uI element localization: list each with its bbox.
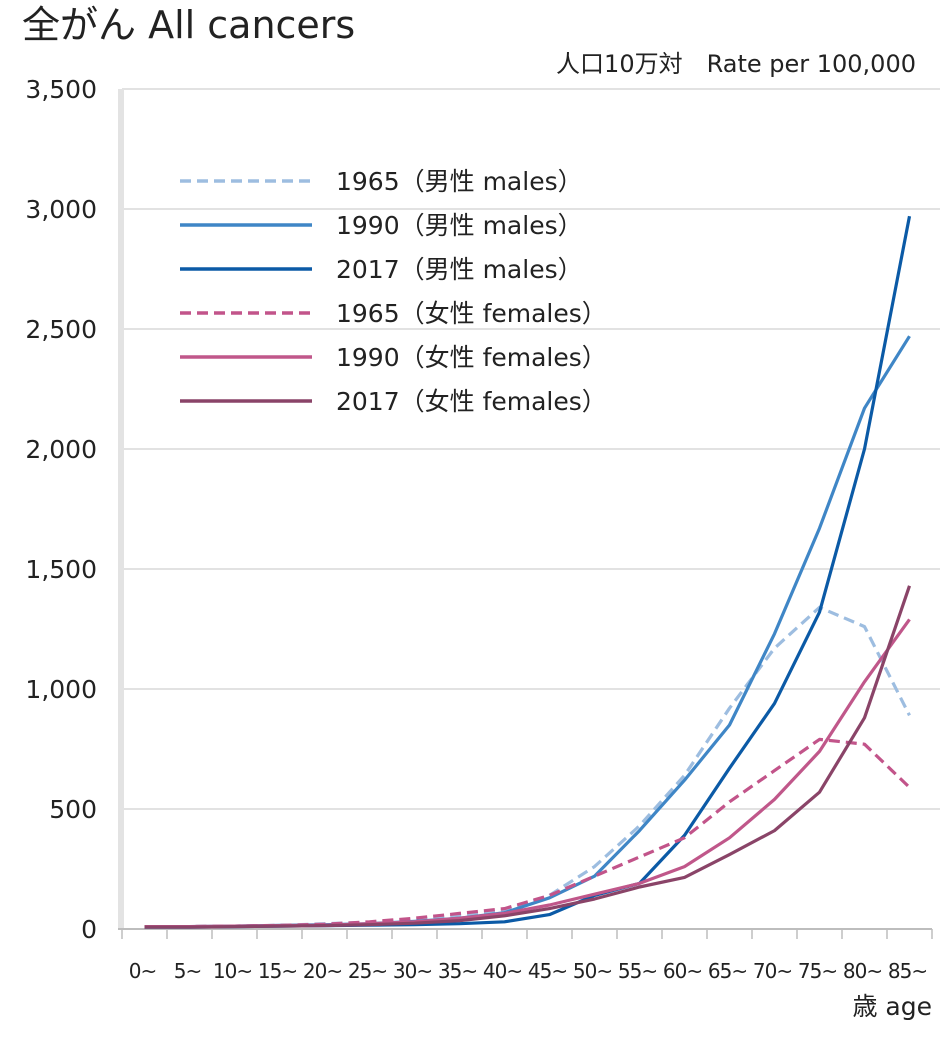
x-tick-label: 55~ xyxy=(618,959,657,983)
x-tick-label: 75~ xyxy=(798,959,837,983)
y-tick-label: 1,000 xyxy=(25,675,97,704)
x-tick-label: 15~ xyxy=(258,959,297,983)
x-tick-label: 10~ xyxy=(213,959,252,983)
series-lines xyxy=(144,215,912,929)
unit-label: 人口10万対 Rate per 100,000 xyxy=(556,50,916,78)
legend-label: 2017（女性 females） xyxy=(336,387,607,416)
y-tick-label: 3,500 xyxy=(25,75,97,104)
legend-label: 2017（男性 males） xyxy=(336,255,583,284)
gridlines xyxy=(122,88,940,810)
series-line xyxy=(144,605,911,929)
x-tick-label: 45~ xyxy=(528,959,567,983)
legend-label: 1965（女性 females） xyxy=(336,299,607,328)
y-axis-line xyxy=(118,89,124,929)
x-tick-label: 50~ xyxy=(573,959,612,983)
x-tick-label: 20~ xyxy=(303,959,342,983)
x-tick-label: 60~ xyxy=(663,959,702,983)
y-tick-label: 500 xyxy=(49,795,97,824)
y-tick-label: 3,000 xyxy=(25,195,97,224)
x-tick-label: 85~ xyxy=(888,959,927,983)
series-line xyxy=(144,585,912,929)
legend-label: 1965（男性 males） xyxy=(336,167,583,196)
x-tick-label: 35~ xyxy=(438,959,477,983)
axes xyxy=(118,89,933,939)
y-tick-label: 2,500 xyxy=(25,315,97,344)
x-tick-label: 65~ xyxy=(708,959,747,983)
x-tick-label: 40~ xyxy=(483,959,522,983)
legend: 1965（男性 males） 1990（男性 males） 2017（男性 male… xyxy=(180,167,607,416)
x-tick-label: 0~ xyxy=(129,959,156,983)
chart-title: 全がん All cancers xyxy=(22,3,355,47)
x-axis-label: 歳 age xyxy=(852,992,932,1021)
y-axis-ticks: 0 500 1,000 1,500 2,000 2,500 3,000 3,500 xyxy=(25,75,97,944)
x-tick-label: 80~ xyxy=(843,959,882,983)
legend-label: 1990（女性 females） xyxy=(336,343,607,372)
y-tick-label: 0 xyxy=(81,915,97,944)
x-tick-label: 30~ xyxy=(393,959,432,983)
x-tick-label: 5~ xyxy=(174,959,201,983)
series-line xyxy=(144,737,911,929)
x-tick-label: 70~ xyxy=(753,959,792,983)
x-tick-label: 25~ xyxy=(348,959,387,983)
y-tick-label: 1,500 xyxy=(25,555,97,584)
legend-label: 1990（男性 males） xyxy=(336,211,583,240)
y-tick-label: 2,000 xyxy=(25,435,97,464)
x-axis-ticks: 0~ 5~ 10~ 15~ 20~ 25~ 30~ 35~ 40~ 45~ 50~ 55~ 60~ 65~… xyxy=(129,959,928,983)
